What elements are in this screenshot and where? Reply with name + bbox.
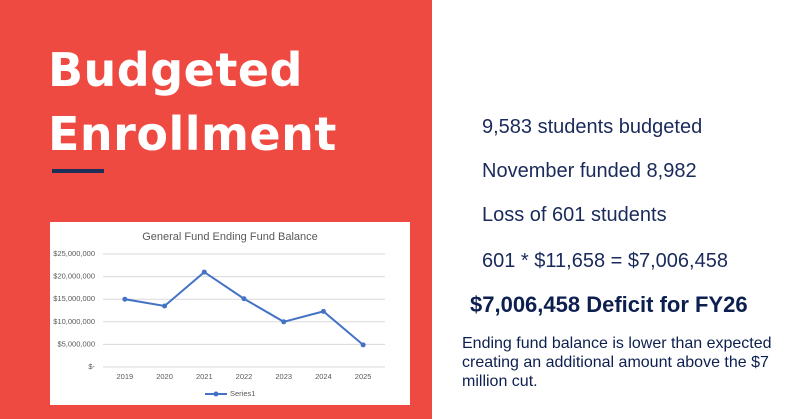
data-point <box>162 303 168 309</box>
y-tick-label: $5,000,000 <box>57 339 95 348</box>
bullet: 601 * $11,658 = $7,006,458 <box>482 250 728 272</box>
x-tick-label: 2023 <box>275 372 292 381</box>
y-tick-label: $15,000,000 <box>53 294 95 303</box>
data-point <box>122 296 128 302</box>
y-tick-label: $- <box>88 362 95 371</box>
legend-label: Series1 <box>230 389 255 398</box>
data-point <box>281 319 287 325</box>
x-tick-label: 2025 <box>355 372 372 381</box>
chart-background <box>50 222 410 405</box>
deficit-headline: $7,006,458 Deficit for FY26 <box>470 292 748 317</box>
y-tick-label: $20,000,000 <box>53 272 95 281</box>
legend-marker <box>213 391 219 397</box>
data-point <box>360 342 366 348</box>
data-point <box>241 296 247 302</box>
bullet: Loss of 601 students <box>482 204 667 226</box>
bullet: 9,583 students budgeted <box>482 116 703 138</box>
bullet: November funded 8,982 <box>482 160 697 182</box>
y-tick-label: $10,000,000 <box>53 317 95 326</box>
chart: General Fund Ending Fund Balance $- $5,00… <box>50 222 410 405</box>
x-tick-label: 2021 <box>196 372 213 381</box>
x-tick-label: 2022 <box>236 372 253 381</box>
slide-title: Budgeted Enrollment <box>48 43 337 161</box>
y-tick-label: $25,000,000 <box>53 249 95 258</box>
data-point <box>320 308 326 314</box>
chart-title: General Fund Ending Fund Balance <box>142 231 318 243</box>
x-tick-label: 2024 <box>315 372 332 381</box>
data-point <box>201 269 207 275</box>
x-tick-label: 2019 <box>117 372 134 381</box>
x-tick-label: 2020 <box>156 372 173 381</box>
note: Ending fund balance is lower than expect… <box>462 335 772 390</box>
title-underline <box>52 169 104 173</box>
